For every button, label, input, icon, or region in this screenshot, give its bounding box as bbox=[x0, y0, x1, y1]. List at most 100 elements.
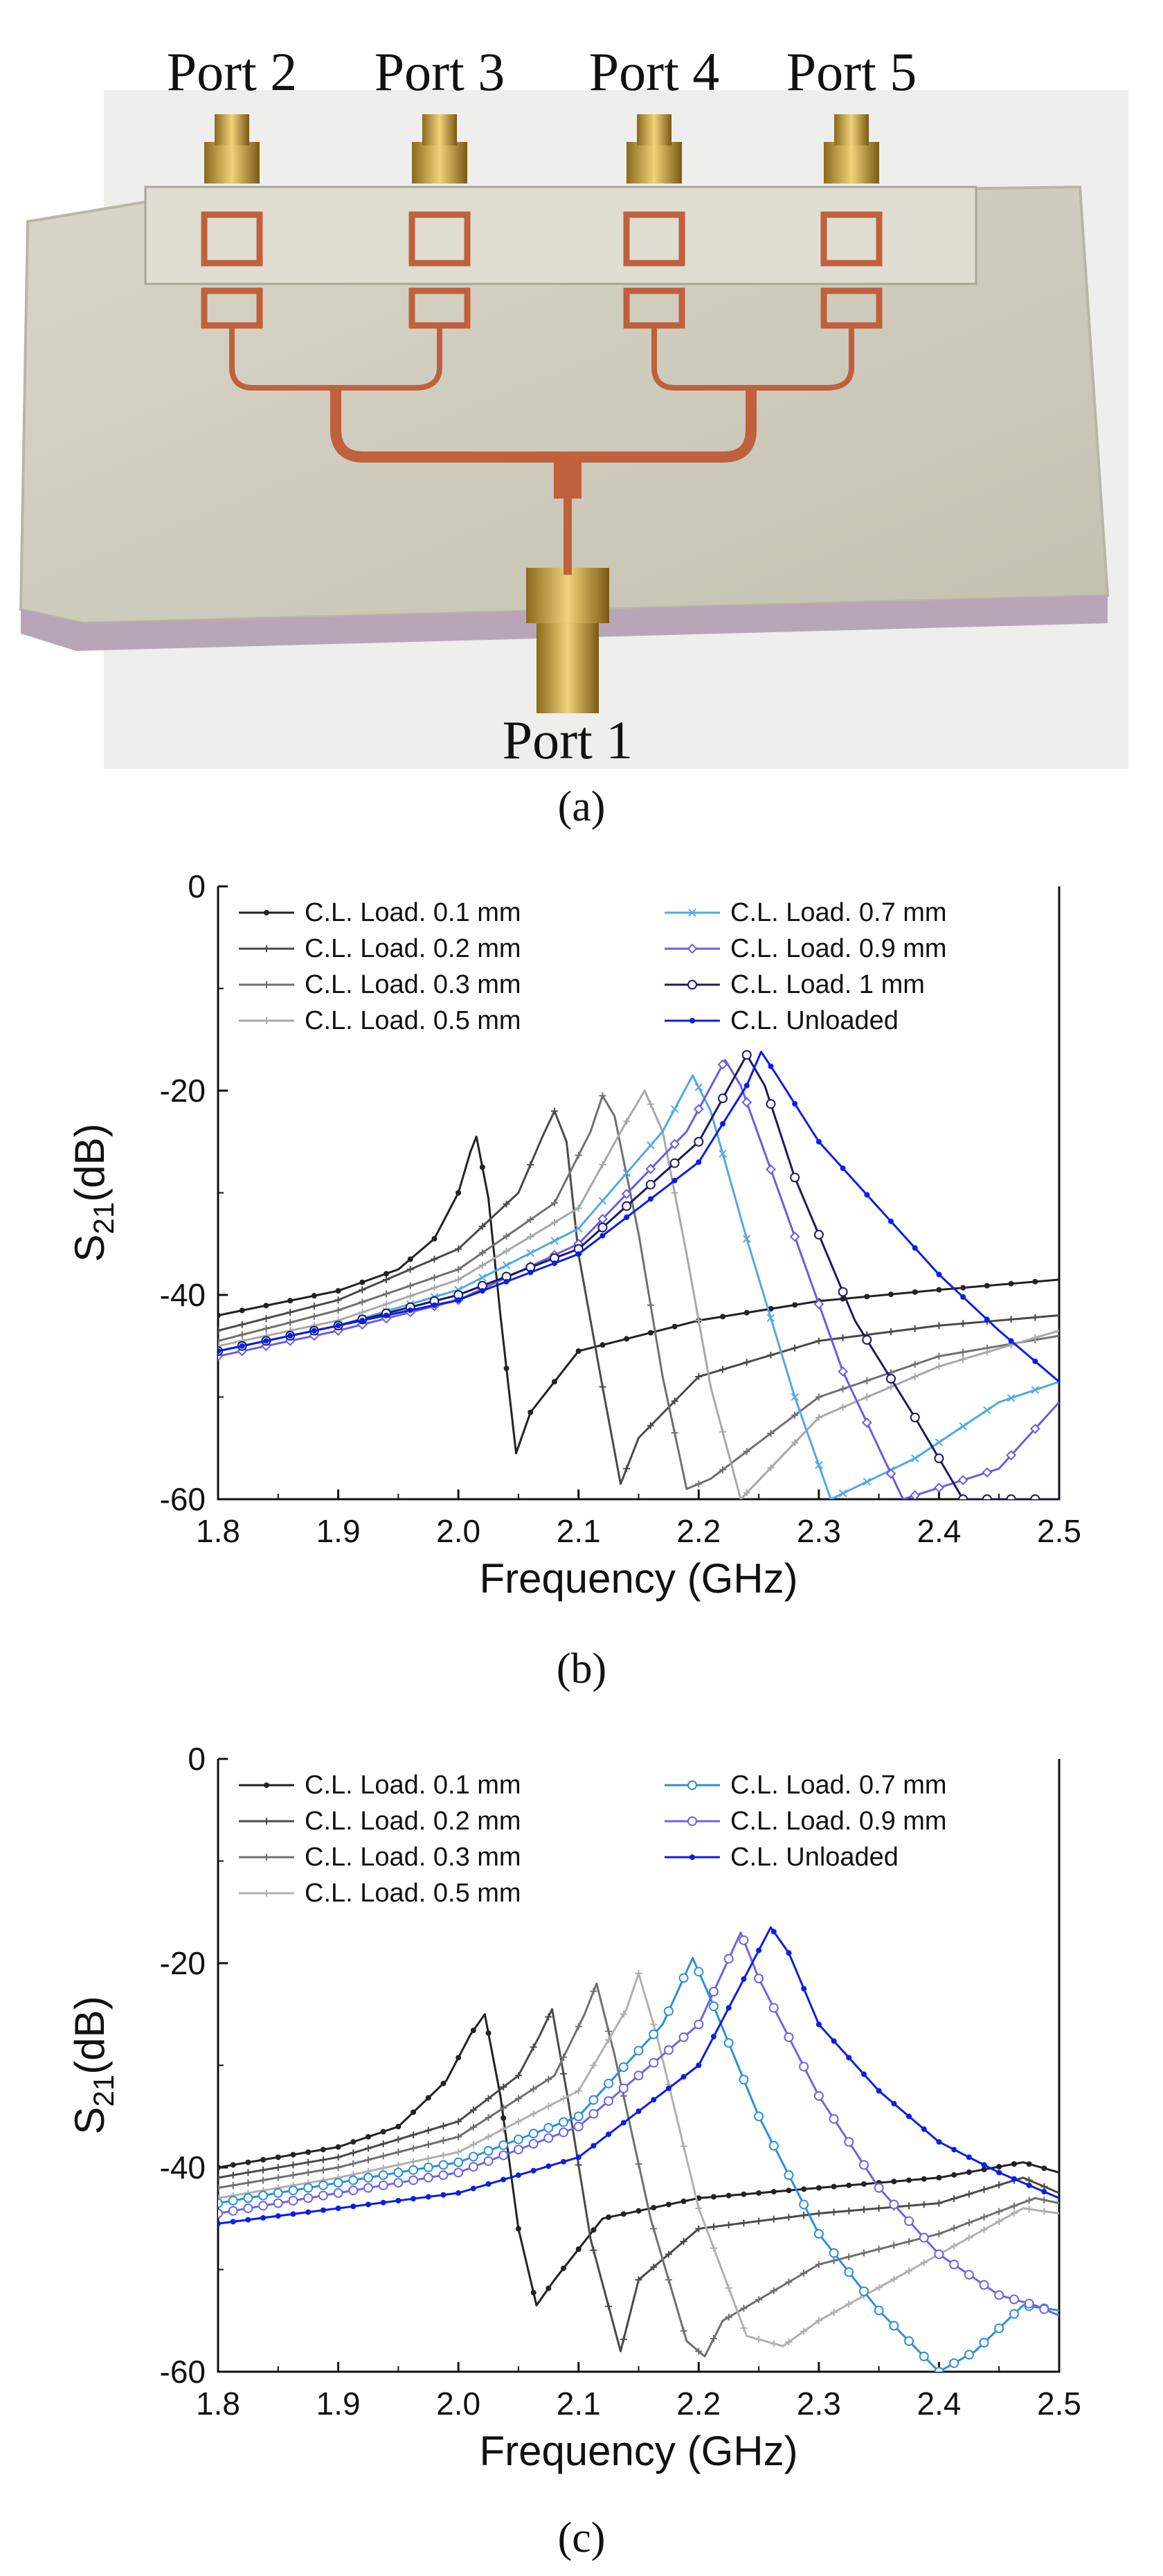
series-marker bbox=[651, 2097, 657, 2103]
series-marker bbox=[665, 2251, 672, 2258]
port-label-5: Port 5 bbox=[786, 42, 917, 102]
series-marker bbox=[708, 2001, 719, 2012]
series-marker bbox=[359, 1279, 366, 1285]
series-marker bbox=[799, 2061, 809, 2072]
series-marker bbox=[719, 1466, 726, 1474]
series-marker bbox=[287, 1333, 294, 1339]
series-marker bbox=[743, 1309, 750, 1316]
y-tick-label: 0 bbox=[188, 1741, 206, 1777]
series-marker bbox=[839, 1334, 847, 1341]
series-marker bbox=[380, 2129, 386, 2135]
series-marker bbox=[287, 1298, 294, 1304]
series-marker bbox=[262, 1325, 270, 1332]
series-marker bbox=[1025, 2176, 1033, 2184]
series-marker bbox=[260, 2176, 267, 2184]
series-line bbox=[218, 1110, 1059, 1485]
series-marker bbox=[318, 2180, 328, 2190]
series-marker bbox=[905, 2237, 913, 2245]
series-marker bbox=[290, 2211, 296, 2217]
series-marker bbox=[406, 1282, 414, 1289]
series-marker bbox=[559, 2127, 569, 2138]
series-marker bbox=[936, 1287, 942, 1293]
series-marker bbox=[815, 1461, 823, 1469]
series-marker bbox=[846, 2182, 852, 2188]
series-marker bbox=[478, 1273, 487, 1282]
legend-label: C.L. Load. 0.1 mm bbox=[305, 1771, 521, 1800]
series-marker bbox=[633, 2046, 644, 2056]
series-marker bbox=[320, 2147, 326, 2153]
series-marker bbox=[575, 2246, 582, 2252]
series-marker bbox=[406, 1292, 414, 1300]
series-marker bbox=[910, 1490, 921, 1499]
series-marker bbox=[290, 2152, 296, 2158]
series-marker bbox=[695, 1373, 703, 1380]
series-marker bbox=[275, 2213, 281, 2219]
series-marker bbox=[649, 2057, 659, 2068]
series-marker bbox=[455, 2133, 462, 2140]
series-marker bbox=[651, 2205, 657, 2211]
series-marker bbox=[218, 2174, 222, 2181]
series-marker bbox=[743, 1235, 751, 1243]
x-tick-label: 2.4 bbox=[917, 2386, 961, 2422]
series-line bbox=[218, 2007, 1059, 2352]
series-marker bbox=[770, 2215, 777, 2223]
series-marker bbox=[311, 1293, 317, 1299]
series-marker bbox=[979, 2338, 989, 2348]
series-marker bbox=[864, 1294, 870, 1300]
series-marker bbox=[380, 2199, 386, 2206]
series-marker bbox=[862, 1334, 872, 1345]
series-marker bbox=[469, 2107, 477, 2114]
series-marker bbox=[815, 1337, 822, 1345]
series-marker bbox=[934, 1454, 944, 1463]
series-marker bbox=[350, 2139, 357, 2145]
series-marker bbox=[935, 1363, 943, 1370]
series-marker bbox=[384, 1271, 389, 1277]
series-marker bbox=[815, 2021, 822, 2028]
series-marker bbox=[528, 1269, 534, 1276]
series-marker bbox=[599, 1161, 606, 1168]
series-marker bbox=[874, 2305, 884, 2316]
series-marker bbox=[501, 2176, 507, 2183]
series-marker bbox=[994, 2290, 1004, 2300]
series-marker bbox=[514, 2072, 522, 2079]
sma-connectors bbox=[204, 114, 879, 713]
series-marker bbox=[671, 1177, 678, 1183]
series-marker bbox=[876, 2088, 882, 2094]
series-marker bbox=[669, 1138, 680, 1150]
series-marker bbox=[1008, 1338, 1014, 1344]
series-marker bbox=[546, 2285, 552, 2291]
series-line bbox=[218, 1135, 1059, 1455]
series-marker bbox=[500, 2125, 507, 2133]
series-marker bbox=[478, 1249, 486, 1257]
series-marker bbox=[1010, 2210, 1018, 2217]
series-marker bbox=[838, 1489, 847, 1498]
series-marker bbox=[228, 2195, 238, 2206]
series-marker bbox=[515, 2226, 521, 2232]
series-marker bbox=[719, 1428, 726, 1435]
series-marker bbox=[665, 2085, 671, 2091]
series-marker bbox=[1009, 2294, 1019, 2305]
series-marker bbox=[934, 1482, 944, 1493]
series-marker bbox=[720, 1120, 725, 1127]
series-marker bbox=[966, 2154, 972, 2161]
series-marker bbox=[671, 1189, 678, 1197]
series-marker bbox=[561, 2158, 567, 2165]
series-marker bbox=[860, 2181, 867, 2187]
series-marker bbox=[620, 2211, 626, 2217]
legend-label: C.L. Load. 0.2 mm bbox=[305, 934, 521, 963]
series-marker bbox=[230, 2219, 236, 2225]
series-marker bbox=[395, 2136, 402, 2143]
legend-entry: C.L. Unloaded bbox=[665, 1006, 899, 1035]
series-marker bbox=[694, 1136, 704, 1147]
x-tick-label: 2.3 bbox=[797, 2386, 841, 2422]
series-marker bbox=[363, 2183, 373, 2193]
series-marker bbox=[395, 2124, 402, 2129]
series-marker bbox=[831, 2183, 837, 2190]
series-marker bbox=[696, 1159, 702, 1165]
series-marker bbox=[348, 2175, 359, 2185]
series-marker bbox=[919, 2233, 929, 2243]
series-marker bbox=[218, 1348, 221, 1354]
series-marker bbox=[431, 1255, 438, 1263]
series-marker bbox=[790, 1172, 800, 1183]
series-marker bbox=[411, 2196, 417, 2202]
